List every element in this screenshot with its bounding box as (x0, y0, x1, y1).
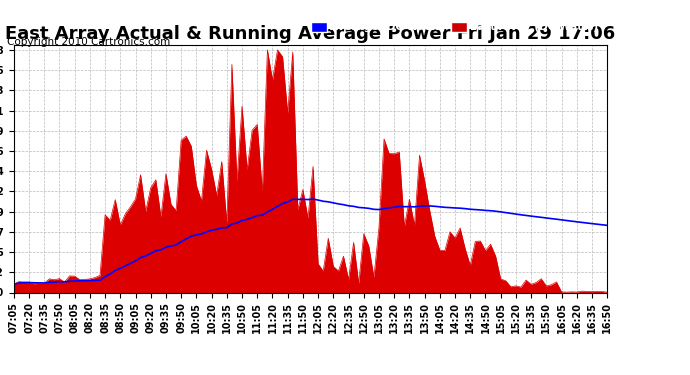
Title: East Array Actual & Running Average Power Fri Jan 29 17:06: East Array Actual & Running Average Powe… (6, 26, 615, 44)
Legend: Average (DC Watts), East Array (DC Watts): Average (DC Watts), East Array (DC Watts… (307, 18, 602, 37)
Text: Copyright 2010 Cartronics.com: Copyright 2010 Cartronics.com (7, 37, 170, 47)
